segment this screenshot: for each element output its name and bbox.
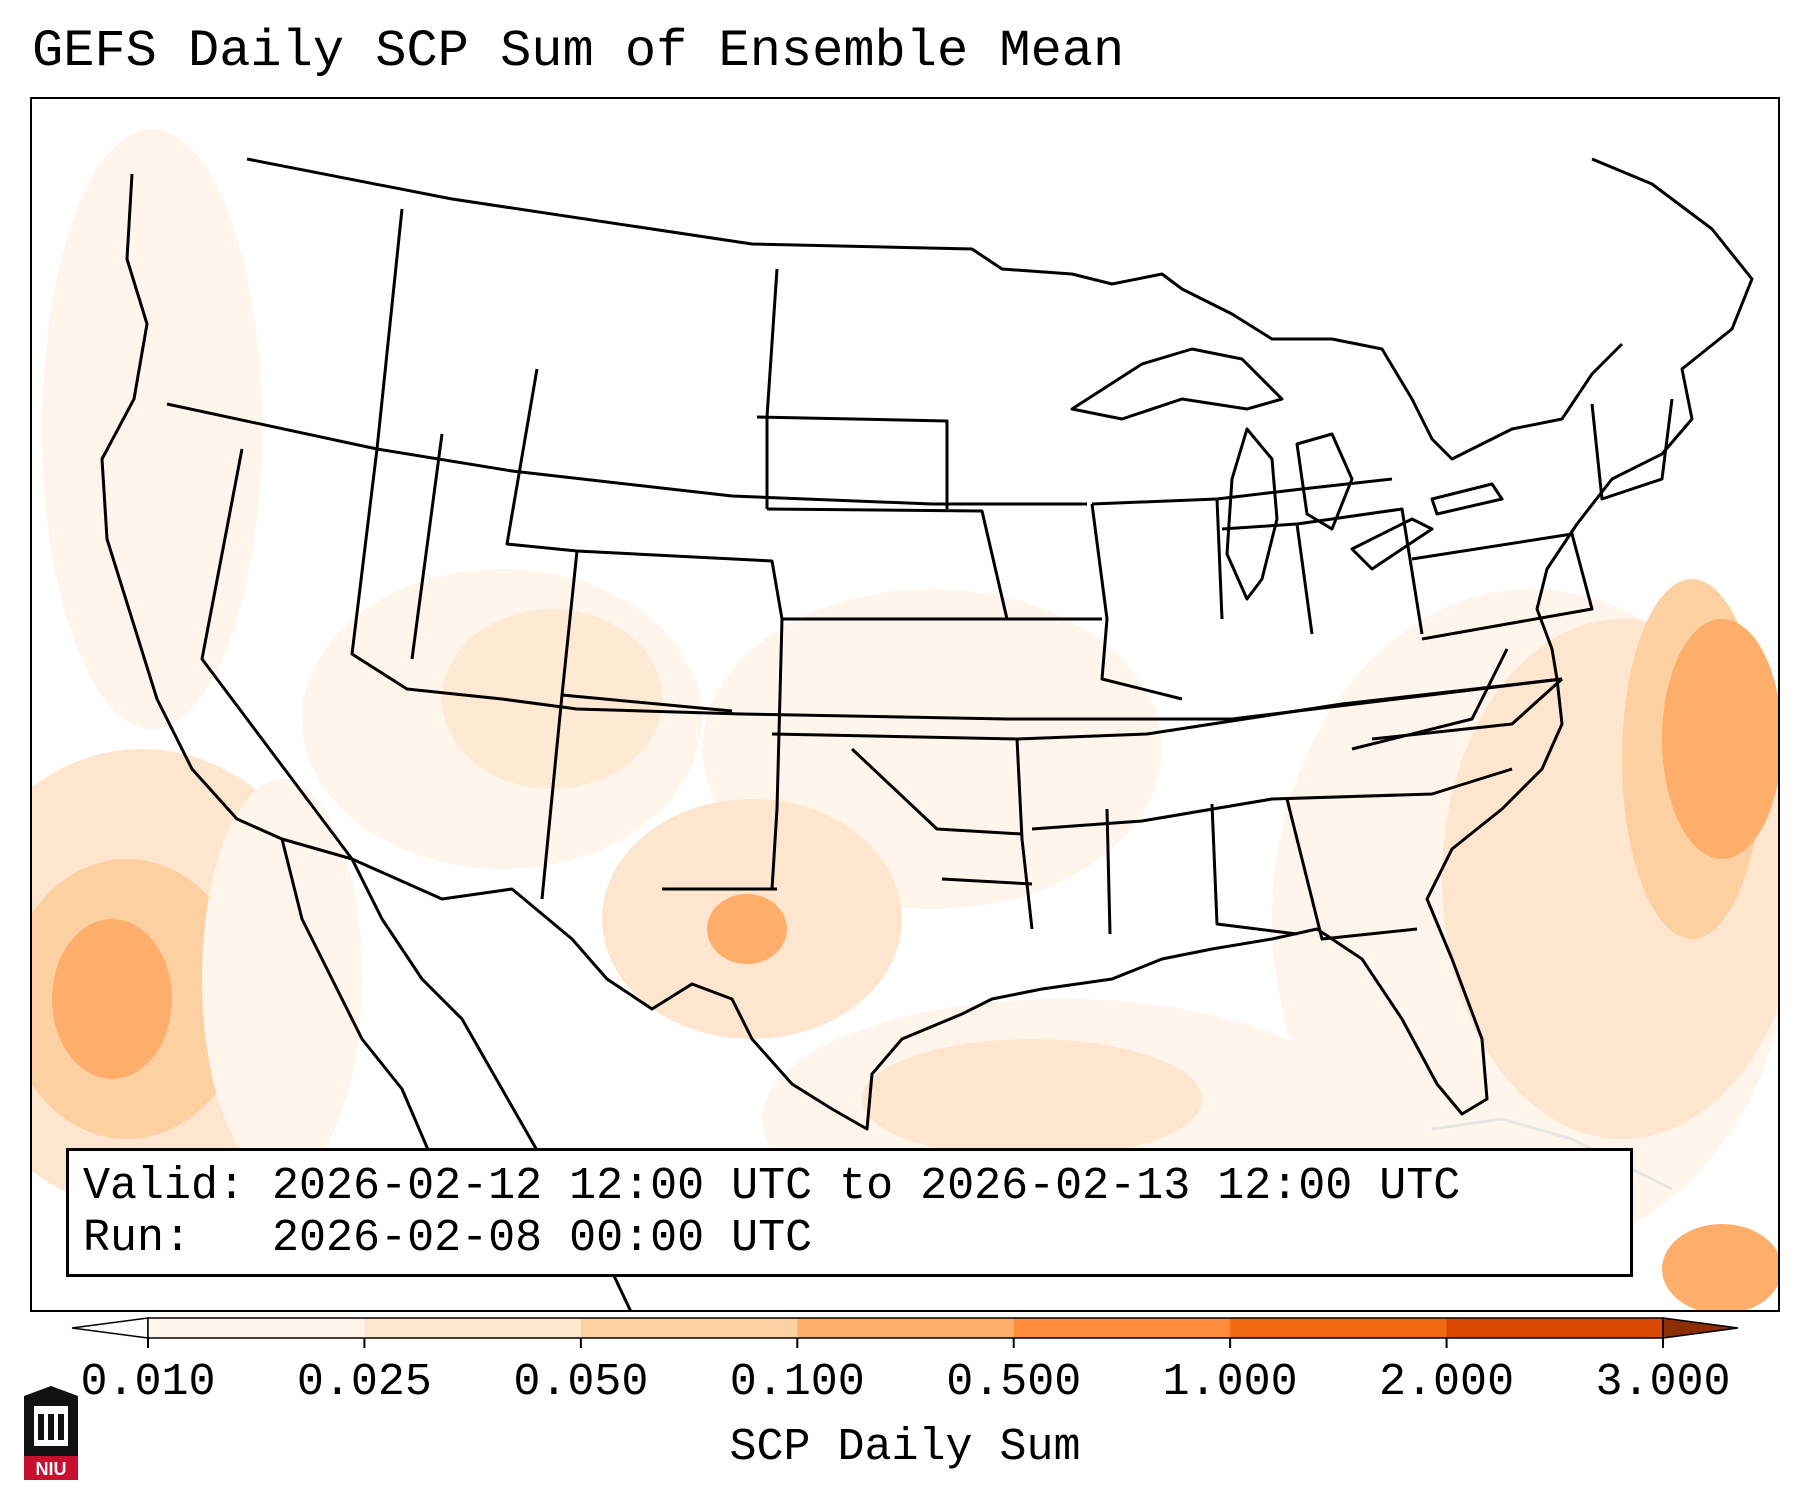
scp-shade-region [442, 609, 662, 789]
colorbar-outline [147, 1317, 1664, 1339]
lake-superior [1070, 347, 1284, 421]
colorbar-segment [797, 1318, 1015, 1338]
colorbar-segment [580, 1318, 798, 1338]
colorbar-ticks [147, 1338, 1664, 1348]
scp-shade-region [862, 1039, 1202, 1159]
colorbar-segment [148, 1318, 365, 1338]
scp-shade-region [42, 129, 262, 729]
valid-time-range: 2026-02-12 12:00 UTC to 2026-02-13 12:00… [272, 1161, 1461, 1212]
valid-run-box: Valid: 2026-02-12 12:00 UTC to 2026-02-1… [66, 1148, 1633, 1277]
colorbar-under-arrow [71, 1317, 149, 1339]
colorbar-tick-label: 0.025 [296, 1357, 432, 1408]
colorbar-segment [1446, 1318, 1664, 1338]
us-outline [100, 157, 1754, 1131]
map-title: GEFS Daily SCP Sum of Ensemble Mean [32, 22, 1125, 81]
colorbar-tick-label: 0.010 [80, 1357, 216, 1408]
scp-shade-region [707, 894, 787, 964]
colorbar-tick-label: 0.500 [946, 1357, 1082, 1408]
scp-shade-region [1662, 619, 1778, 859]
colorbar-tick-label: 3.000 [1595, 1357, 1731, 1408]
colorbar-segment [1013, 1318, 1231, 1338]
colorbar-over-arrow [1662, 1317, 1739, 1339]
colorbar-segment [364, 1318, 582, 1338]
canada-border [246, 157, 1624, 461]
cuba [1431, 1117, 1673, 1191]
colorbar-segment [1230, 1318, 1448, 1338]
colorbar-tick-label: 0.050 [513, 1357, 649, 1408]
lake-erie [1350, 517, 1434, 571]
run-label: Run: [83, 1213, 192, 1264]
niu-logo: NIU [24, 1386, 78, 1480]
colorbar [71, 1317, 1739, 1348]
lake-michigan [1225, 427, 1279, 601]
scp-shading [32, 129, 1778, 1310]
run-time: 2026-02-08 00:00 UTC [272, 1213, 813, 1264]
lake-huron [1295, 432, 1354, 531]
colorbar-tick-label: 0.100 [729, 1357, 865, 1408]
scp-map [32, 129, 1778, 1310]
colorbar-tick-label: 1.000 [1162, 1357, 1298, 1408]
state-boundaries [100, 157, 1754, 1310]
scp-shade-region [202, 779, 362, 1179]
lake-ontario [1430, 482, 1504, 516]
scp-shade-region [52, 919, 172, 1079]
colorbar-tick-label: 2.000 [1379, 1357, 1515, 1408]
colorbar-label: SCP Daily Sum [729, 1422, 1081, 1473]
niu-logo-text: NIU [36, 1459, 67, 1479]
colorbar-segments [71, 1317, 1739, 1339]
scp-shade-region [1662, 1224, 1778, 1310]
valid-label: Valid: [83, 1161, 246, 1212]
map-panel [30, 97, 1780, 1312]
